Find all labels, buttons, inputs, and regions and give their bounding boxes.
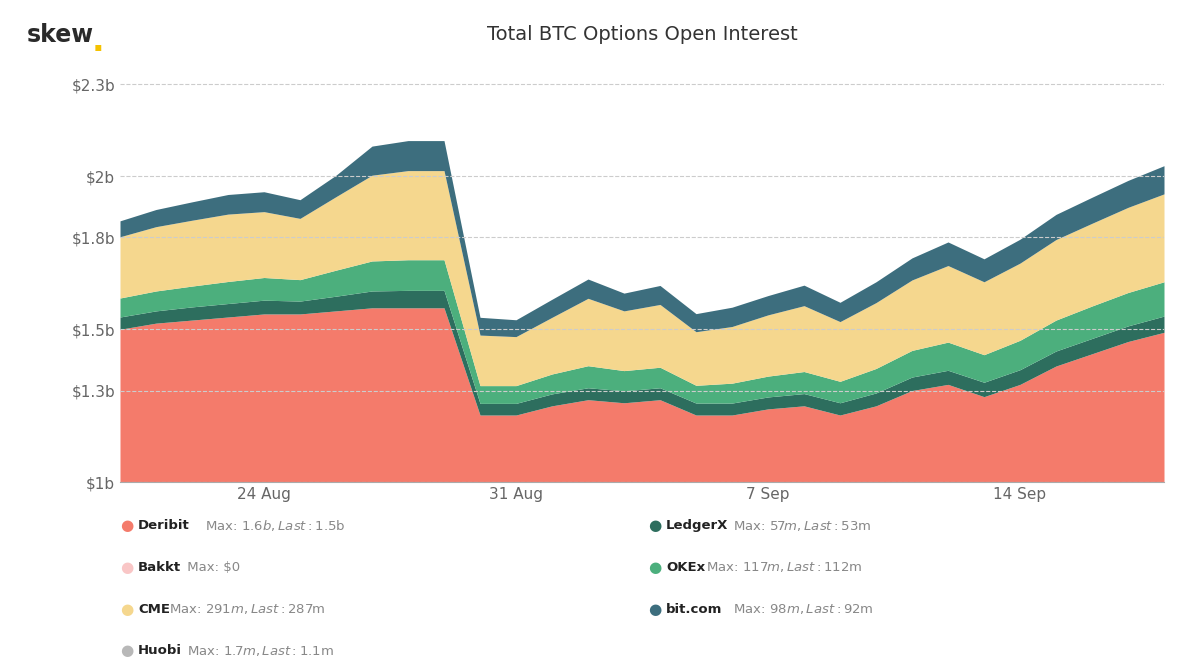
Text: Max: $291m, Last: $287m: Max: $291m, Last: $287m <box>166 602 325 616</box>
Text: OKEx: OKEx <box>666 561 706 574</box>
Text: ●: ● <box>120 643 133 658</box>
Text: ●: ● <box>120 560 133 575</box>
Text: ●: ● <box>648 519 661 533</box>
Text: LedgerX: LedgerX <box>666 519 728 533</box>
Text: Max: $1.6b, Last: $1.5b: Max: $1.6b, Last: $1.5b <box>202 519 346 533</box>
Text: Deribit: Deribit <box>138 519 190 533</box>
Text: ●: ● <box>648 602 661 616</box>
Title: Total BTC Options Open Interest: Total BTC Options Open Interest <box>487 25 797 44</box>
Text: Max: $57m, Last: $53m: Max: $57m, Last: $53m <box>730 519 871 533</box>
Text: bit.com: bit.com <box>666 602 722 616</box>
Text: Max: $98m, Last: $92m: Max: $98m, Last: $92m <box>730 602 874 616</box>
Text: .: . <box>91 25 104 58</box>
Text: Max: $117m, Last: $112m: Max: $117m, Last: $112m <box>702 561 862 574</box>
Text: ●: ● <box>648 560 661 575</box>
Text: Max: $0: Max: $0 <box>182 561 240 574</box>
Text: Max: $1.7m, Last: $1.1m: Max: $1.7m, Last: $1.1m <box>182 644 334 657</box>
Text: CME: CME <box>138 602 170 616</box>
Text: skew: skew <box>26 23 94 48</box>
Text: ●: ● <box>120 519 133 533</box>
Text: ●: ● <box>120 602 133 616</box>
Text: Huobi: Huobi <box>138 644 182 657</box>
Text: Bakkt: Bakkt <box>138 561 181 574</box>
